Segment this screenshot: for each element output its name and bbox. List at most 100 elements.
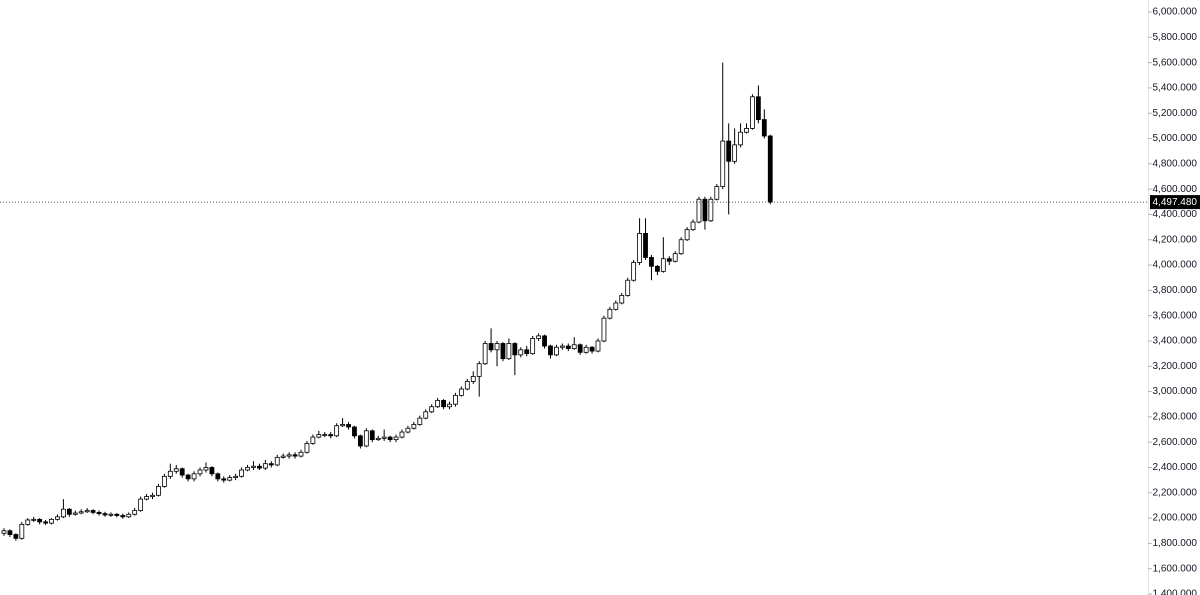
candle-body xyxy=(245,467,250,471)
y-tick-label: 5,000.000 xyxy=(1153,133,1198,144)
candle-body xyxy=(13,534,19,539)
y-tick-label: 5,400.000 xyxy=(1153,83,1198,94)
candle-body xyxy=(678,239,684,255)
candle-body xyxy=(690,221,696,231)
candle-body xyxy=(322,434,328,436)
candle-body xyxy=(666,258,672,262)
candle-body xyxy=(369,430,375,441)
y-tick-label: 4,200.000 xyxy=(1153,234,1198,245)
candle-body xyxy=(25,519,31,525)
candle-body xyxy=(197,469,203,475)
y-tick-label: 2,400.000 xyxy=(1153,462,1198,473)
candle-body xyxy=(607,308,613,319)
candle-body xyxy=(583,346,589,353)
candle-body xyxy=(536,335,541,339)
candle-body xyxy=(631,262,637,281)
y-tick-label: 3,200.000 xyxy=(1153,361,1198,372)
candle-body xyxy=(78,511,84,514)
candle-body xyxy=(423,411,429,419)
y-tick-label: 4,000.000 xyxy=(1153,260,1198,271)
candle-body xyxy=(512,343,518,356)
candle-body xyxy=(429,406,435,413)
candle-body xyxy=(417,417,423,425)
candle-body xyxy=(126,513,132,518)
candle-body xyxy=(156,486,161,496)
candle-body xyxy=(750,96,755,129)
candle-body xyxy=(346,424,351,428)
candle-body xyxy=(637,233,642,263)
candle-body xyxy=(387,436,393,441)
candle-body xyxy=(447,403,452,408)
y-tick-label: 3,800.000 xyxy=(1153,285,1198,296)
candle-body xyxy=(619,295,625,304)
candle-body xyxy=(239,469,245,477)
candle-body xyxy=(571,344,577,349)
candle-body xyxy=(708,198,714,222)
candle-body xyxy=(61,508,66,518)
y-tick-label: 1,800.000 xyxy=(1153,538,1198,549)
y-tick-label: 4,400.000 xyxy=(1153,209,1198,220)
candle-body xyxy=(684,229,690,241)
candle-body xyxy=(554,346,559,356)
y-tick-label: 1,400.000 xyxy=(1153,589,1198,595)
candle-body xyxy=(589,346,595,352)
candle-body xyxy=(464,381,470,390)
candle-body xyxy=(292,454,298,457)
candle-body xyxy=(251,465,256,468)
candle-body xyxy=(191,473,197,480)
y-tick-label: 2,600.000 xyxy=(1153,437,1198,448)
last-price-label: 4,497.480 xyxy=(1153,197,1198,208)
candle-body xyxy=(233,475,239,478)
candle-body xyxy=(548,345,553,356)
candle-body xyxy=(530,338,536,355)
candle-body xyxy=(411,424,417,429)
candle-body xyxy=(559,345,565,348)
candle-body xyxy=(767,135,773,203)
candle-body xyxy=(268,463,274,466)
candle-body xyxy=(31,518,37,521)
candle-body xyxy=(173,468,179,472)
candle-body xyxy=(577,344,583,353)
candle-body xyxy=(96,511,102,515)
candle-body xyxy=(310,436,316,444)
candle-body xyxy=(161,475,167,487)
candle-body xyxy=(714,186,720,200)
candle-body xyxy=(138,498,144,511)
candle-body xyxy=(506,343,512,360)
candle-body xyxy=(90,510,96,513)
candle-body xyxy=(334,425,340,437)
candle-body xyxy=(601,317,607,342)
candle-body xyxy=(500,343,506,360)
candle-body xyxy=(565,345,571,349)
y-tick-label: 3,600.000 xyxy=(1153,310,1198,321)
candle-body xyxy=(215,473,221,480)
candle-body xyxy=(761,119,767,137)
candle-body xyxy=(144,496,149,500)
candle-body xyxy=(357,435,363,447)
candle-body xyxy=(435,400,441,408)
candle-body xyxy=(298,451,304,457)
candle-body xyxy=(655,265,660,272)
candle-body xyxy=(227,477,233,481)
candle-body xyxy=(643,233,648,258)
candle-body xyxy=(55,516,60,520)
candle-body xyxy=(257,465,262,469)
candle-body xyxy=(102,513,108,516)
candle-body xyxy=(280,455,286,458)
candle-body xyxy=(393,436,399,441)
candle-body xyxy=(755,96,761,120)
candle-body xyxy=(167,470,173,477)
candle-body xyxy=(696,198,702,223)
y-tick-label: 4,600.000 xyxy=(1153,184,1198,195)
candle-body xyxy=(274,456,280,466)
candle-body xyxy=(625,279,631,296)
candle-body xyxy=(726,140,732,162)
candle-body xyxy=(108,513,114,516)
candle-body xyxy=(37,518,43,523)
candle-body xyxy=(203,467,209,471)
candle-body xyxy=(482,343,488,365)
candle-body xyxy=(453,394,458,405)
y-tick-label: 2,200.000 xyxy=(1153,487,1198,498)
